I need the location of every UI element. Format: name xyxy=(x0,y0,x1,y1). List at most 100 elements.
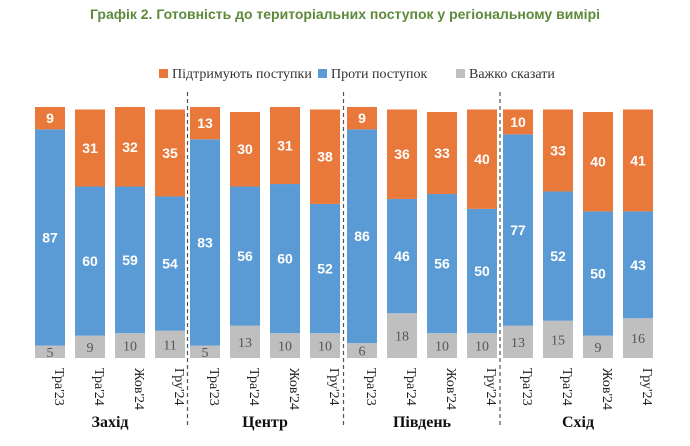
bar-segment-hard xyxy=(155,330,185,358)
data-label-hard: 15 xyxy=(551,333,565,348)
x-tick-label: Жов'24 xyxy=(286,368,301,410)
bar-segment-hard xyxy=(75,335,105,358)
region-label: Схід xyxy=(562,414,594,431)
x-tick-labels: Тра'23 Тра'24 Жов'24 Гру'24 Тра'23 Тра'24 Жов'… xyxy=(51,368,654,410)
bar-segment-hard xyxy=(347,343,377,358)
bar-segment-against xyxy=(347,129,377,344)
data-label-hard: 16 xyxy=(631,332,645,347)
bar-segment-against xyxy=(387,198,417,314)
legend-swatch-support xyxy=(159,69,168,78)
region-labels: Захід Центр Південь Схід xyxy=(92,414,595,431)
bar-segment-support xyxy=(387,109,417,199)
data-label-against: 43 xyxy=(630,257,646,273)
data-label-hard: 18 xyxy=(395,330,409,345)
x-tick-label: Тра'24 xyxy=(559,368,574,406)
data-label-against: 50 xyxy=(590,266,606,282)
bar-segment-support xyxy=(427,111,457,194)
bar-segment-against xyxy=(503,134,533,326)
bar-segment-support xyxy=(310,109,340,204)
data-label-against: 50 xyxy=(474,263,490,279)
legend: Підтримують поступки Проти поступок Важко … xyxy=(159,67,555,82)
data-label-support: 35 xyxy=(162,145,178,161)
data-label-hard: 10 xyxy=(318,340,332,355)
data-label-against: 56 xyxy=(237,248,253,264)
x-tick-label: Тра'24 xyxy=(246,368,261,406)
data-label-hard: 9 xyxy=(595,341,602,356)
data-label-hard: 10 xyxy=(123,340,137,355)
bar-segment-support xyxy=(115,107,145,187)
data-label-support: 33 xyxy=(434,145,450,161)
x-tick-label: Гру'24 xyxy=(171,368,186,406)
bar-segment-hard xyxy=(190,345,220,358)
chart-title: Графік 2. Готовність до територіальних п… xyxy=(89,6,601,22)
bar-segment-against xyxy=(115,186,145,334)
data-label-hard: 11 xyxy=(163,338,176,353)
bar-segment-hard xyxy=(583,335,613,358)
data-label-hard: 13 xyxy=(511,336,525,351)
bar-segment-hard xyxy=(427,333,457,358)
data-label-against: 54 xyxy=(162,256,178,272)
bar-segment-support xyxy=(583,111,613,212)
data-label-against: 60 xyxy=(82,253,98,269)
data-label-support: 10 xyxy=(510,114,526,130)
legend-entry-hard: Важко сказати xyxy=(469,67,555,82)
bar-segment-support xyxy=(623,109,653,212)
data-label-against: 46 xyxy=(394,248,410,264)
bar-segment-hard xyxy=(310,333,340,358)
x-tick-label: Гру'24 xyxy=(483,368,498,406)
bar-segment-support xyxy=(467,109,497,209)
data-label-hard: 5 xyxy=(202,346,209,361)
bar-segment-against xyxy=(583,211,613,336)
x-tick-label: Тра'24 xyxy=(91,368,106,406)
x-tick-label: Жов'24 xyxy=(443,368,458,410)
data-label-support: 30 xyxy=(237,141,253,157)
x-tick-label: Тра'23 xyxy=(206,368,221,406)
legend-swatch-hard xyxy=(456,69,465,78)
data-label-support: 36 xyxy=(394,146,410,162)
bar-segment-against xyxy=(543,191,573,321)
data-label-support: 40 xyxy=(590,154,606,170)
bar-segment-support xyxy=(503,109,533,135)
bar-segment-against xyxy=(75,186,105,336)
bar-segment-support xyxy=(190,107,220,140)
x-tick-label: Гру'24 xyxy=(326,368,341,406)
data-label-support: 41 xyxy=(630,152,646,168)
legend-entry-support: Підтримують поступки xyxy=(172,67,312,82)
data-label-support: 38 xyxy=(317,149,333,165)
data-label-against: 83 xyxy=(197,234,213,250)
bar-segment-against xyxy=(270,184,300,334)
data-label-hard: 6 xyxy=(359,345,366,360)
x-tick-label: Тра'23 xyxy=(51,368,66,406)
region-label: Захід xyxy=(92,414,129,431)
bar-segment-against xyxy=(155,196,185,331)
x-tick-label: Жов'24 xyxy=(131,368,146,410)
region-label: Центр xyxy=(242,414,288,431)
bar-segment-support xyxy=(35,107,65,130)
data-label-support: 32 xyxy=(122,139,138,155)
bar-segment-hard xyxy=(270,333,300,358)
x-tick-label: Тра'24 xyxy=(403,368,418,406)
data-label-against: 52 xyxy=(550,248,566,264)
bar-segment-hard xyxy=(543,320,573,358)
data-label-support: 31 xyxy=(82,140,98,156)
data-label-hard: 5 xyxy=(47,346,54,361)
bar-segment-support xyxy=(75,109,105,187)
bar-segment-against xyxy=(427,193,457,334)
bar-segment-hard xyxy=(623,318,653,358)
data-label-support: 9 xyxy=(46,110,54,126)
bar-segment-hard xyxy=(230,325,260,358)
bar-segment-support xyxy=(155,109,185,197)
data-label-against: 77 xyxy=(510,222,526,238)
x-tick-label: Тра'23 xyxy=(363,368,378,406)
data-label-against: 56 xyxy=(434,256,450,272)
bar-segment-hard xyxy=(467,333,497,358)
region-label: Південь xyxy=(393,414,452,431)
data-label-hard: 13 xyxy=(238,336,252,351)
bar-segment-against xyxy=(35,129,65,346)
data-label-support: 13 xyxy=(197,115,213,131)
bar-segment-against xyxy=(467,208,497,334)
data-label-support: 40 xyxy=(474,151,490,167)
data-label-against: 59 xyxy=(122,252,138,268)
bar-segment-support xyxy=(347,107,377,130)
